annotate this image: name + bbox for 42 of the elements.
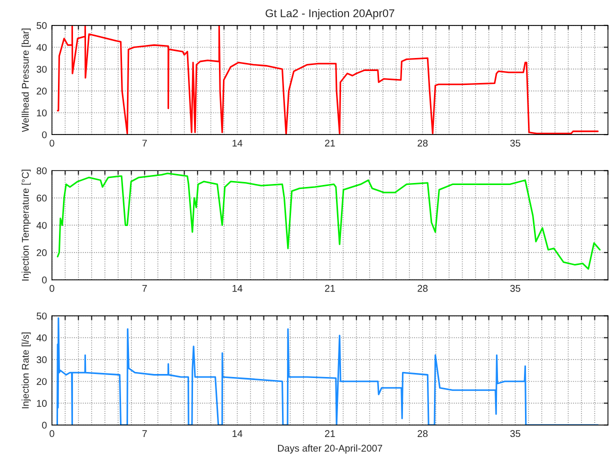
y-tick-label: 10 — [37, 400, 47, 407]
x-tick-label: 0 — [50, 284, 54, 292]
y-tick-label: 30 — [36, 66, 47, 73]
x-tick-label: 28 — [418, 430, 428, 438]
y-tick-label: 60 — [36, 194, 47, 202]
y-tick-label: 20 — [36, 249, 47, 256]
x-tick-label: 0 — [50, 140, 54, 147]
x-tick-label: 14 — [232, 140, 242, 147]
x-tick-label: 21 — [325, 140, 335, 147]
y-axis-title: Wellhead Pressure [bar] — [22, 28, 31, 132]
y-tick-label: 40 — [36, 334, 47, 342]
line-series — [56, 172, 601, 270]
x-tick-label: 21 — [325, 430, 335, 437]
y-tick-label: 20 — [36, 88, 47, 95]
y-tick-label: 40 — [36, 222, 47, 229]
x-tick-label: 35 — [510, 430, 520, 438]
x-tick-label: 28 — [418, 284, 428, 292]
y-tick-label: 10 — [37, 109, 47, 116]
y-tick-label: 40 — [36, 44, 47, 51]
x-axis-title: Days after 20-April-2007 — [278, 444, 382, 454]
y-tick-label: 80 — [36, 167, 47, 174]
y-tick-label: 50 — [36, 312, 47, 320]
x-tick-label: 14 — [232, 430, 242, 437]
y-tick-label: 0 — [42, 276, 47, 284]
x-tick-label: 0 — [50, 430, 54, 438]
y-tick-label: 50 — [36, 22, 47, 30]
x-tick-label: 7 — [142, 430, 147, 437]
line-series — [56, 25, 599, 135]
y-tick-label: 20 — [36, 378, 47, 385]
y-axis-title: Injection Temperature [°C] — [22, 170, 31, 280]
y-tick-label: 30 — [36, 356, 47, 364]
y-tick-label: 0 — [42, 131, 47, 138]
x-tick-label: 7 — [142, 285, 147, 292]
y-tick-label: 0 — [42, 422, 47, 429]
x-tick-label: 28 — [418, 140, 428, 147]
x-tick-label: 7 — [142, 140, 147, 147]
x-tick-label: 14 — [232, 285, 242, 292]
chart-title: Gt La2 - Injection 20Apr07 — [266, 9, 394, 20]
x-tick-label: 35 — [510, 140, 520, 147]
y-axis-title: Injection Rate [l/s] — [22, 332, 31, 408]
x-tick-label: 21 — [325, 284, 335, 292]
x-tick-label: 35 — [510, 284, 520, 292]
